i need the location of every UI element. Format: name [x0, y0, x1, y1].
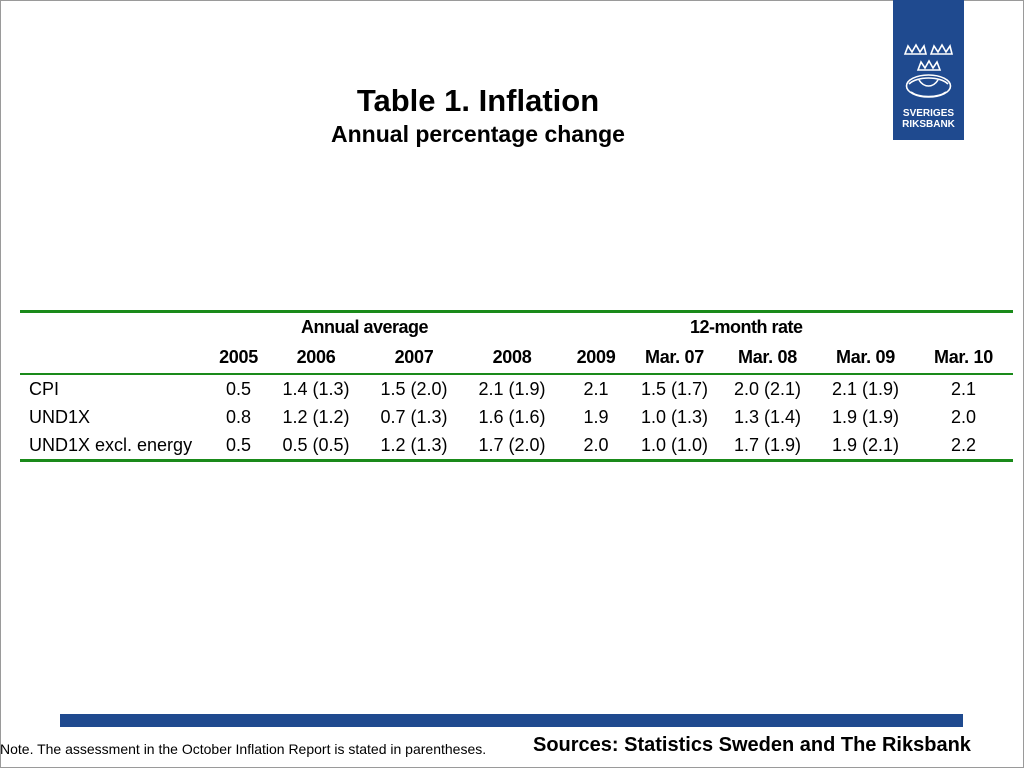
table-cell: 0.5	[225, 434, 252, 455]
page-subtitle: Annual percentage change	[331, 121, 625, 147]
column-header: Mar. 07	[645, 347, 704, 367]
table-cell: 1.0 (1.0)	[640, 434, 709, 455]
table-cell: 1.9 (1.9)	[831, 406, 900, 427]
table-cell: 1.9	[583, 406, 609, 427]
footnote: Note. The assessment in the October Infl…	[0, 741, 487, 757]
group-header-row: Annual average 12-month rate	[20, 311, 1013, 343]
table-cell: 1.3 (1.4)	[733, 406, 802, 427]
table-cell: 2.0 (2.1)	[733, 378, 802, 399]
column-header-row: 2005 2006 2007 2008 2009 Mar. 07 Mar. 08…	[20, 342, 1013, 374]
table-cell: 2.1 (1.9)	[478, 378, 546, 399]
table-cell: 2.1	[950, 378, 977, 399]
column-header: 2006	[296, 347, 336, 367]
column-header: 2005	[219, 347, 258, 367]
inflation-table-container: Annual average 12-month rate 2005 2006 2…	[20, 310, 1013, 462]
table-cell: 1.2 (1.2)	[282, 406, 350, 427]
column-header: Mar. 10	[934, 347, 993, 367]
table-cell: 1.5 (2.0)	[380, 378, 448, 399]
table-cell: 0.8	[225, 406, 252, 427]
column-header: 2009	[576, 347, 616, 367]
column-header: Mar. 09	[836, 347, 895, 367]
table-cell: 1.9 (2.1)	[831, 434, 900, 455]
table-cell: 0.5	[225, 378, 252, 399]
table-cell: 1.0 (1.3)	[640, 406, 709, 427]
logo-wordmark: SVERIGES RIKSBANK	[902, 108, 955, 130]
table-row-und1x: UND1X 0.8 1.2 (1.2) 0.7 (1.3) 1.6 (1.6) …	[20, 403, 1013, 431]
table-cell: 2.2	[950, 434, 977, 455]
footer-bar	[60, 714, 963, 727]
group-header-annual-average: Annual average	[301, 317, 429, 337]
inflation-table: Annual average 12-month rate 2005 2006 2…	[20, 310, 1013, 462]
group-header-12-month-rate: 12-month rate	[690, 317, 803, 337]
column-header: 2008	[492, 347, 532, 367]
table-cell: 2.0	[950, 406, 977, 427]
sources-text: Sources: Statistics Sweden and The Riksb…	[533, 734, 971, 756]
table-cell: 1.2 (1.3)	[380, 434, 448, 455]
row-label: UND1X excl. energy	[29, 434, 193, 455]
crown-emblem-icon	[903, 43, 954, 98]
row-label: UND1X	[29, 406, 91, 427]
table-cell: 0.7 (1.3)	[380, 406, 448, 427]
table-cell: 2.1 (1.9)	[831, 378, 900, 399]
table-row-und1x-excl-energy: UND1X excl. energy 0.5 0.5 (0.5) 1.2 (1.…	[20, 431, 1013, 461]
table-cell: 1.5 (1.7)	[640, 378, 709, 399]
table-cell: 2.0	[583, 434, 609, 455]
table-cell: 1.7 (1.9)	[733, 434, 802, 455]
riksbank-logo: SVERIGES RIKSBANK	[893, 0, 964, 140]
table-cell: 1.4 (1.3)	[282, 378, 350, 399]
table-cell: 1.7 (2.0)	[478, 434, 546, 455]
table-row-cpi: CPI 0.5 1.4 (1.3) 1.5 (2.0) 2.1 (1.9) 2.…	[20, 374, 1013, 403]
column-header: Mar. 08	[738, 347, 797, 367]
page-title: Table 1. Inflation	[356, 83, 600, 118]
row-label: CPI	[29, 378, 60, 399]
table-cell: 2.1	[583, 378, 609, 399]
title-block: Table 1. Inflation Annual percentage cha…	[228, 82, 728, 148]
table-cell: 1.6 (1.6)	[478, 406, 546, 427]
table-cell: 0.5 (0.5)	[282, 434, 350, 455]
column-header: 2007	[394, 347, 434, 367]
